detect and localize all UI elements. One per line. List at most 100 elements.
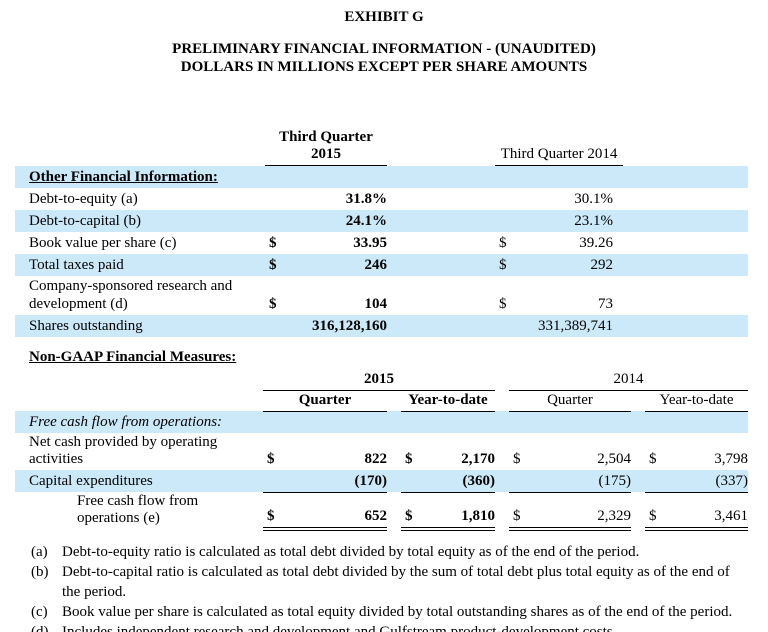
footnotes: (a) Debt-to-equity ratio is calculated a…: [31, 542, 745, 632]
spacer-cell: [623, 232, 748, 254]
footnote-marker: (d): [31, 624, 49, 632]
section-row: Other Financial Information:: [15, 165, 749, 188]
currency-2014-ytd: [645, 470, 663, 493]
currency-2014-q: $: [509, 492, 527, 531]
value-2015-q: 822: [364, 451, 388, 467]
footnote-text: Debt-to-capital ratio is calculated as t…: [62, 564, 730, 600]
currency-2015-ytd: $: [405, 451, 413, 467]
row-label: Total taxes paid: [15, 253, 265, 276]
spacer-cell: [623, 188, 748, 210]
value-2015-ytd: 2,170: [461, 451, 495, 467]
spacer-cell: [387, 253, 496, 276]
table-row: Book value per share (c) $ 33.95 $ 39.26: [15, 232, 748, 254]
currency-2015: $: [269, 234, 277, 251]
column-header-2014: Third Quarter 2014: [495, 128, 624, 166]
table-row: Debt-to-capital (b) 24.1% 23.1%: [15, 209, 749, 232]
row-label: Capital expenditures: [15, 470, 263, 492]
currency-2014-ytd: $: [649, 451, 657, 467]
column-header-2015: Third Quarter 2015: [265, 128, 388, 166]
currency-2014: [495, 188, 515, 210]
total-row: Free cash flow from operations (e) $ 652…: [15, 492, 748, 531]
footnote-marker: (b): [31, 564, 49, 580]
currency-2015-ytd: $: [401, 492, 419, 531]
value-2015: 24.1%: [285, 209, 388, 232]
spacer-cell: [387, 433, 401, 470]
document-title: PRELIMINARY FINANCIAL INFORMATION - (UNA…: [172, 41, 596, 57]
year-header-2014: 2014: [509, 369, 748, 391]
value-2014-ytd: (337): [663, 470, 748, 493]
value-2014: 23.1%: [515, 209, 624, 232]
footnote-c: (c) Book value per share is calculated a…: [31, 602, 745, 622]
footnote-d: (d) Includes independent research and de…: [31, 622, 745, 632]
table-row: Net cash provided by operating activitie…: [15, 433, 748, 470]
value-2015: 316,128,160: [285, 314, 388, 337]
value-2014: 39.26: [579, 234, 614, 251]
currency-2014-q: [509, 470, 527, 493]
currency-2014: $: [499, 234, 507, 251]
footnote-marker: (a): [31, 544, 48, 560]
row-label: Company-sponsored research and developme…: [29, 277, 233, 312]
value-2014: 73: [598, 295, 614, 312]
spacer-cell: [623, 276, 748, 315]
footnote-text: Includes independent research and develo…: [62, 624, 617, 632]
footnote-a: (a) Debt-to-equity ratio is calculated a…: [31, 542, 745, 562]
spacer-cell: [623, 314, 749, 337]
row-label: Shares outstanding: [15, 314, 265, 337]
table-row: Debt-to-equity (a) 31.8% 30.1%: [15, 188, 748, 210]
currency-2014: [495, 209, 516, 232]
year-header-row: 2015 2014: [15, 369, 748, 391]
table-row: Company-sponsored research and developme…: [15, 276, 748, 315]
value-2014: 292: [515, 253, 624, 276]
spacer-cell: [495, 470, 509, 492]
value-2015: 104: [364, 295, 388, 312]
row-label: Free cash flow from operations (e): [77, 493, 199, 526]
spacer-cell: [387, 188, 495, 210]
spacer-cell: [387, 492, 401, 529]
section-heading-cell: Other Financial Information:: [15, 165, 749, 188]
spacer-cell: [495, 390, 509, 411]
spacer-cell: [387, 470, 401, 492]
currency-2015: [265, 188, 285, 210]
spacer-cell: [387, 128, 495, 166]
spacer-cell: [15, 128, 265, 166]
value-2015: 33.95: [353, 234, 388, 251]
footnote-b: (b) Debt-to-capital ratio is calculated …: [31, 562, 745, 602]
value-2015-q: (170): [281, 470, 387, 493]
value-2015-ytd: (360): [419, 470, 495, 493]
row-label: Book value per share (c): [29, 234, 177, 251]
subheader-2014-quarter: Quarter: [509, 390, 631, 412]
spacer-cell: [631, 492, 645, 529]
value-2015-ytd: 1,810: [419, 492, 495, 531]
other-financial-information-table: Third Quarter 2015 Third Quarter 2014 Ot…: [15, 128, 749, 337]
footnote-text: Book value per share is calculated as to…: [62, 604, 733, 620]
value-2014: 331,389,741: [515, 314, 624, 337]
value-2014-q: (175): [527, 470, 631, 493]
subheader-2015-ytd: Year-to-date: [401, 390, 495, 412]
currency-2015: [265, 209, 285, 232]
spacer-cell: [495, 370, 509, 391]
row-label: Net cash provided by operating activitie…: [29, 434, 218, 467]
spacer-cell: [631, 390, 645, 411]
value-2015: 31.8%: [345, 190, 388, 207]
value-2014: 30.1%: [574, 190, 614, 207]
spacer-cell: [15, 370, 263, 391]
table-row: Shares outstanding 316,128,160 331,389,7…: [15, 314, 749, 337]
non-gaap-measures-table: 2015 2014 Quarter Year-to-date Quarter Y…: [15, 369, 748, 531]
section-row: Free cash flow from operations:: [15, 411, 748, 433]
value-2014-q: 2,504: [597, 451, 631, 467]
row-label: Debt-to-capital (b): [15, 209, 265, 232]
subheader-2015-quarter: Quarter: [263, 390, 387, 412]
spacer-cell: [495, 433, 509, 470]
non-gaap-heading: Non-GAAP Financial Measures:: [29, 348, 237, 365]
spacer-cell: [623, 128, 748, 166]
document-subtitle: DOLLARS IN MILLIONS EXCEPT PER SHARE AMO…: [180, 59, 588, 75]
spacer-cell: [495, 492, 509, 529]
currency-2015-q: $: [263, 492, 281, 531]
currency-2015-q: $: [267, 451, 275, 467]
currency-2014: $: [499, 295, 507, 312]
spacer-cell: [387, 390, 401, 411]
currency-2015: $: [265, 253, 285, 276]
spacer-cell: [387, 232, 495, 254]
currency-2015-q: [263, 470, 281, 493]
